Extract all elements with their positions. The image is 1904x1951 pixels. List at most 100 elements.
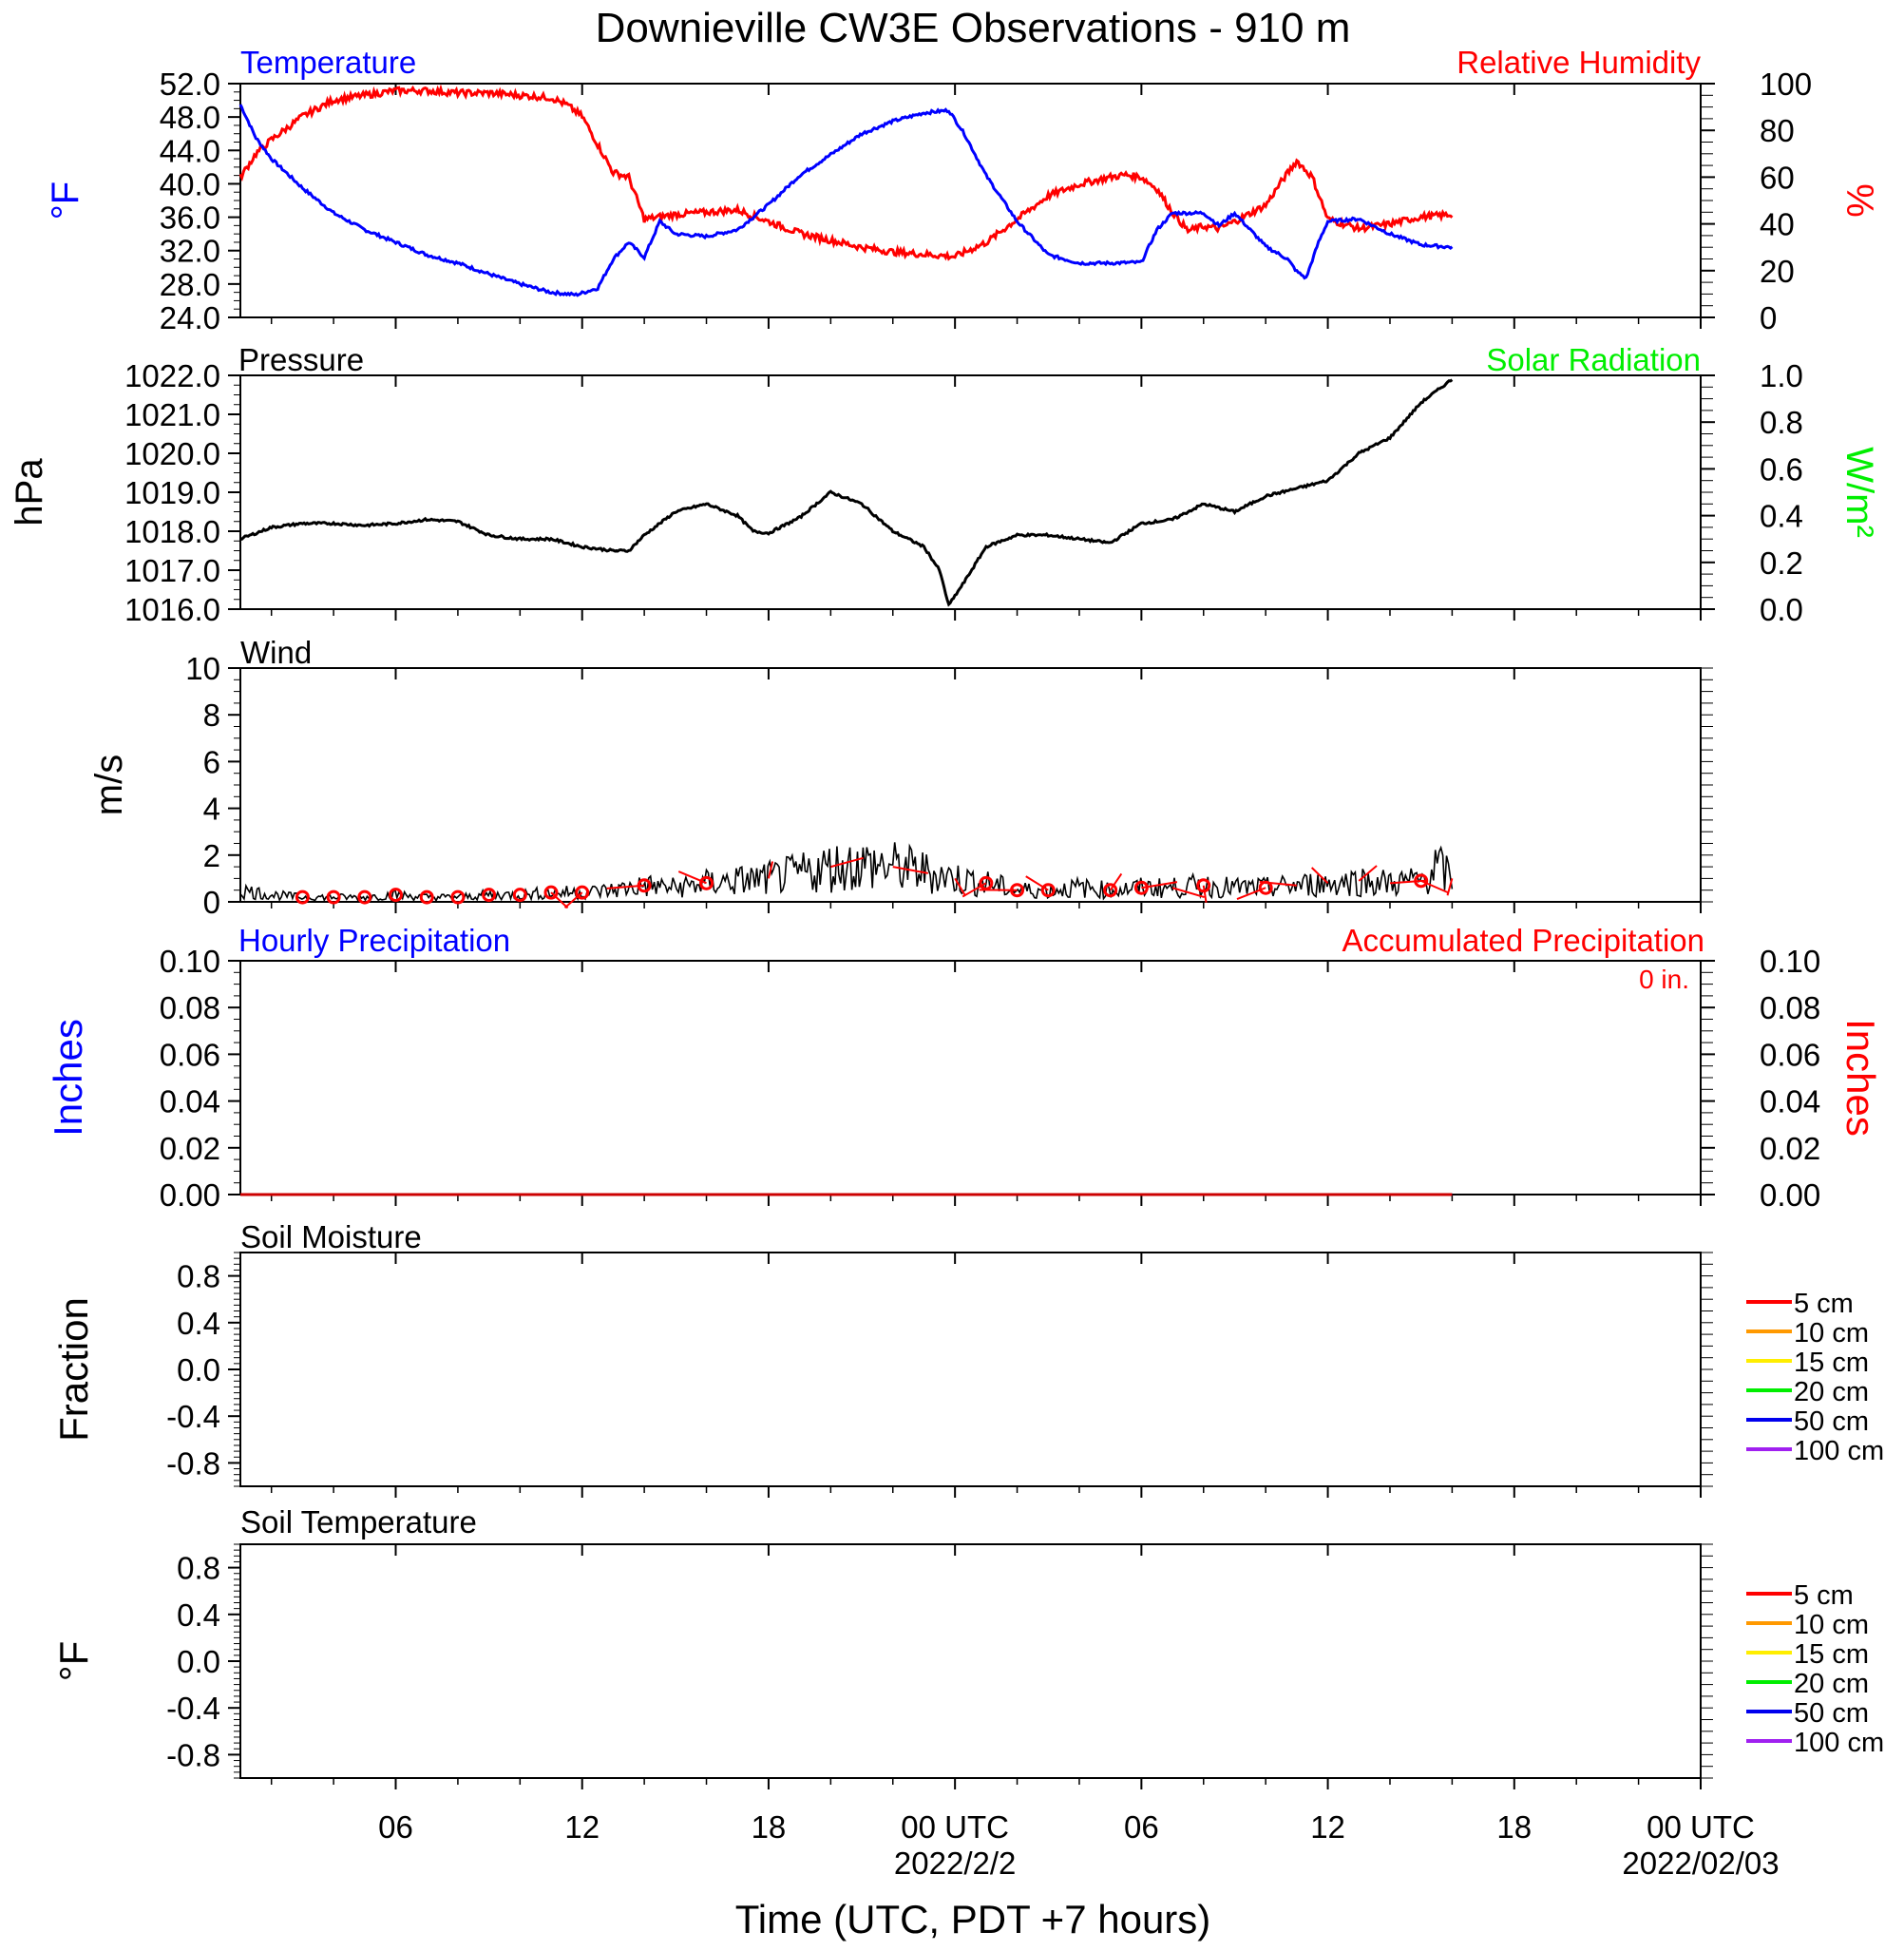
legend-label: 50 cm [1794,1406,1869,1437]
wind-calm-marker [512,888,527,903]
wind-calm-marker [979,875,994,890]
legend-label: 100 cm [1794,1728,1884,1758]
wind-calm-marker [326,889,341,905]
temp-rh-panel: Temperature Relative Humidity °F % 52.04… [45,45,1880,335]
legend-label: 20 cm [1794,1669,1869,1699]
soil-temp-frame [239,1543,1702,1779]
y-tick-label: -0.8 [166,1737,220,1772]
wind-barb [677,870,707,885]
wind-barb [962,882,987,898]
y-tick-label: 40.0 [160,166,220,201]
y-tick-label: 36.0 [160,201,220,236]
x-date-label: 2022/02/03 [1622,1846,1779,1881]
right-tick-label: 0.02 [1760,1131,1820,1166]
right-tick-label: 0.08 [1760,990,1820,1025]
wind-calm-marker [575,885,590,900]
y-tick-label: 0.06 [160,1037,220,1072]
wind-calm-marker [419,889,434,905]
hourly-precip-title: Hourly Precipitation [238,923,510,958]
y-tick-label: 0.8 [177,1259,220,1294]
solar-unit: W/m² [1838,447,1880,538]
right-tick-label: 0.4 [1760,499,1803,534]
wind-frame [239,667,1702,903]
wind-title: Wind [240,635,312,670]
x-tick-label: 06 [1124,1809,1159,1845]
right-tick-label: 80 [1760,113,1795,148]
wind-barb [1358,865,1378,882]
wind-barb [606,884,645,889]
wind-barb [1236,887,1266,900]
right-tick-label: 0.8 [1760,405,1803,440]
wind-barb [954,877,966,896]
chart-title: Downieville CW3E Observations - 910 m [596,5,1351,51]
y-tick-label: 0.00 [160,1177,220,1213]
y-tick-label: 1021.0 [124,397,220,432]
right-tick-label: 100 [1760,67,1812,102]
y-tick-label: 1020.0 [124,436,220,471]
y-tick-label: 0.02 [160,1131,220,1166]
y-tick-label: -0.4 [166,1691,220,1726]
right-tick-label: 40 [1760,207,1795,242]
y-tick-label: 4 [203,792,220,827]
humidity-series-line [238,84,1454,261]
wind-unit: m/s [88,755,130,815]
wind-panel: Wind m/s 10 8 6 4 2 0 [88,635,1713,920]
pressure-unit: hPa [9,458,50,526]
wind-calm-marker [1103,883,1118,898]
pressure-panel: Pressure Solar Radiation hPa W/m² 1022.0… [9,342,1880,627]
x-date-label: 2022/2/2 [894,1846,1016,1881]
right-tick-label: 0.10 [1760,944,1820,979]
y-tick-label: 52.0 [160,67,220,102]
x-tick-label: 06 [378,1809,413,1845]
wind-barb [563,891,583,909]
wind-barb [1446,878,1454,896]
right-tick-label: 0.06 [1760,1037,1820,1072]
temperature-series-line [238,104,1454,297]
wind-calm-marker [1414,873,1429,889]
temperature-unit: °F [45,182,86,220]
wind-calm-marker [482,888,497,903]
y-tick-label: 1017.0 [124,553,220,588]
right-tick-label: 0 [1760,300,1777,335]
humidity-title: Relative Humidity [1457,45,1701,80]
wind-calm-marker [357,889,372,905]
legend-label: 10 cm [1794,1318,1869,1348]
y-tick-label: 1018.0 [124,514,220,549]
solar-title: Solar Radiation [1486,342,1701,377]
wind-calm-marker [1040,883,1056,898]
wind-barb [892,866,929,874]
y-tick-label: 28.0 [160,267,220,302]
y-tick-label: 1016.0 [124,592,220,627]
wind-series-line [239,842,1454,903]
y-tick-label: 1019.0 [124,475,220,510]
temp-rh-frame [239,83,1702,318]
legend-label: 5 cm [1794,1289,1854,1319]
wind-calm-marker [450,889,466,905]
x-axis-title: Time (UTC, PDT +7 hours) [735,1897,1211,1941]
accum-precip-unit: Inches [1838,1019,1883,1137]
soil-temp-unit: °F [51,1641,96,1681]
pressure-title: Pressure [238,342,364,377]
precip-total: 0 in. [1639,965,1689,994]
y-tick-label: 24.0 [160,300,220,335]
wind-barb [1259,881,1297,887]
y-tick-label: -0.8 [166,1445,220,1481]
y-tick-label: 10 [185,651,220,686]
legend-label: 100 cm [1794,1436,1884,1466]
soil-moisture-panel: Soil Moisture Fraction 0.8 0.4 0.0 -0.4 -0.8… [51,1219,1884,1498]
y-tick-label: 0.4 [177,1306,220,1341]
y-tick-label: 32.0 [160,234,220,269]
soil-temp-panel: Soil Temperature °F 0.8 0.4 0.0 -0.4 -0.8 5 … [51,1504,1884,1789]
legend-label: 50 cm [1794,1698,1869,1729]
x-tick-label: 12 [1310,1809,1345,1845]
precip-panel: Hourly Precipitation Accumulated Precipi… [46,923,1883,1213]
y-tick-label: 0.4 [177,1597,220,1633]
humidity-unit: % [1838,183,1880,218]
y-tick-label: 2 [203,838,220,873]
wind-barb [1109,872,1123,891]
wind-barb [1310,867,1329,885]
wind-calm-marker [295,889,310,905]
wind-barb [767,861,774,879]
wind-calm-marker [389,888,404,903]
right-tick-label: 0.0 [1760,592,1803,627]
